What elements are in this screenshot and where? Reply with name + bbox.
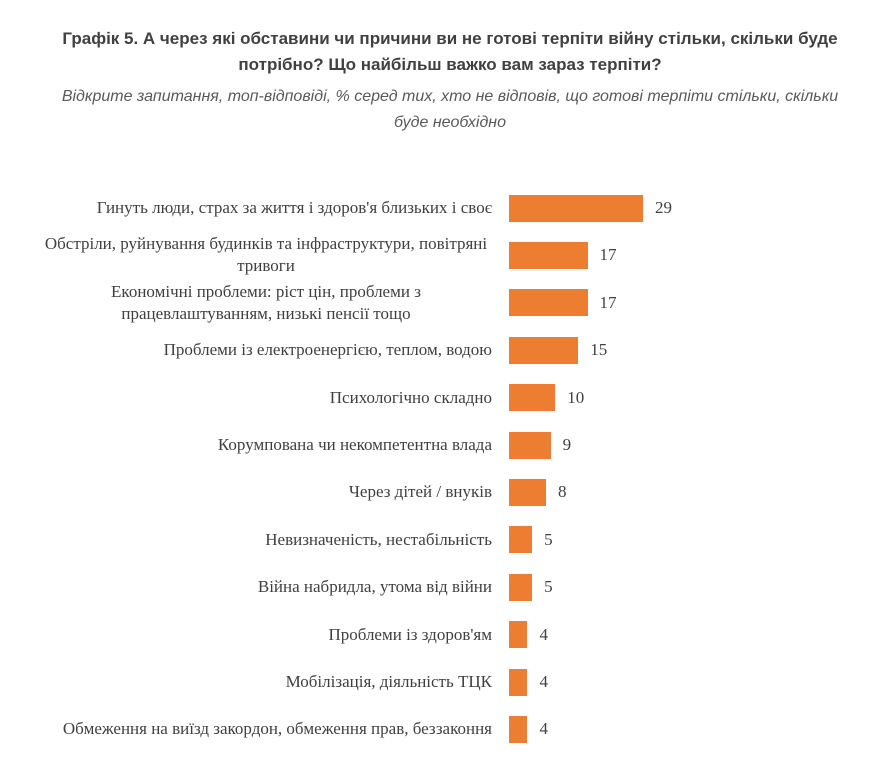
category-text: Обмеження на виїзд закордон, обмеження п… bbox=[62, 719, 492, 739]
bar bbox=[509, 384, 556, 412]
category-label: Психологічно складно bbox=[40, 376, 492, 420]
category-text: Проблеми із здоров'ям bbox=[328, 624, 492, 644]
category-text: Психологічно складно bbox=[329, 387, 492, 407]
category-label: Гинуть люди, страх за життя і здоров'я б… bbox=[40, 186, 492, 230]
value-label: 5 bbox=[544, 577, 553, 597]
bar bbox=[509, 573, 533, 601]
bar bbox=[509, 715, 528, 743]
category-text: Гинуть люди, страх за життя і здоров'я б… bbox=[96, 198, 492, 217]
value-label: 15 bbox=[590, 340, 608, 360]
category-text: Проблеми із електроенергією, теплом, вод… bbox=[163, 340, 492, 360]
category-text: Війна набридла, утома від війни bbox=[257, 577, 492, 597]
category-text: Обстріли, руйнування будинків та інфраст… bbox=[44, 234, 488, 276]
value-label: 4 bbox=[539, 624, 548, 644]
value-label: 10 bbox=[567, 387, 585, 407]
bar bbox=[509, 431, 551, 459]
category-text: Економічні проблеми: ріст цін, проблеми … bbox=[111, 281, 421, 323]
bar bbox=[509, 289, 588, 317]
value-label: 29 bbox=[655, 198, 672, 217]
category-text: Невизначеність, нестабільність bbox=[265, 529, 492, 549]
category-label: Через дітей / внуків bbox=[40, 470, 492, 514]
value-label: 4 bbox=[539, 719, 548, 739]
category-label: Проблеми із здоров'ям bbox=[40, 613, 492, 657]
value-label: 17 bbox=[599, 245, 617, 265]
bar bbox=[509, 336, 579, 364]
bar bbox=[509, 621, 528, 649]
value-label: 8 bbox=[557, 482, 567, 502]
category-label: Невизначеність, нестабільність bbox=[40, 518, 492, 562]
bar bbox=[509, 241, 588, 269]
bar bbox=[509, 194, 643, 222]
category-label: Економічні проблеми: ріст цін, проблеми … bbox=[40, 281, 492, 325]
bar bbox=[509, 526, 533, 554]
category-label: Корумпована чи некомпетентна влада bbox=[40, 423, 492, 467]
bar bbox=[509, 478, 546, 506]
value-label: 17 bbox=[599, 292, 617, 312]
category-label: Обстріли, руйнування будинків та інфраст… bbox=[40, 233, 492, 277]
category-label: Війна набридла, утома від війни bbox=[40, 565, 492, 609]
value-label: 9 bbox=[562, 435, 572, 454]
chart-title: Графік 5. А через які обставини чи причи… bbox=[62, 29, 838, 74]
category-text: Корумпована чи некомпетентна влада bbox=[217, 435, 492, 454]
category-label: Мобілізація, діяльність ТЦК bbox=[40, 660, 492, 704]
category-text: Мобілізація, діяльність ТЦК bbox=[285, 672, 492, 691]
category-text: Через дітей / внуків bbox=[348, 482, 492, 502]
value-label: 4 bbox=[539, 672, 548, 691]
category-label: Обмеження на виїзд закордон, обмеження п… bbox=[40, 707, 492, 751]
chart-subtitle: Відкрите запитання, топ-відповіді, % сер… bbox=[61, 88, 839, 131]
value-label: 5 bbox=[544, 529, 553, 549]
bar bbox=[509, 668, 528, 696]
category-label: Проблеми із електроенергією, теплом, вод… bbox=[40, 328, 492, 372]
